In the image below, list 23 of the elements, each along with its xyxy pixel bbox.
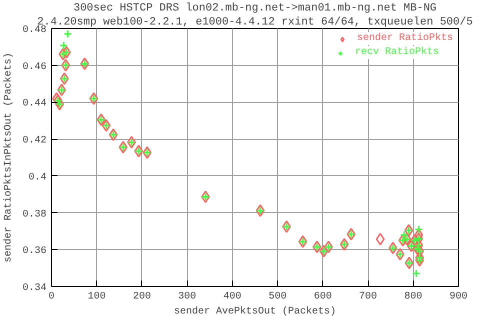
y-tick-label: 0.34 xyxy=(22,283,47,294)
x-tick-label: 400 xyxy=(223,292,242,302)
chart-title: 300sec HSTCP DRS lon02.mb-ng.net->man01.mb-ng.net MB-NG xyxy=(73,2,437,14)
x-tick-label: 600 xyxy=(314,292,332,302)
x-tick-label: 800 xyxy=(404,292,422,302)
y-tick-label: 0.48 xyxy=(22,25,47,36)
legend-label: recv RatioPkts xyxy=(354,47,439,58)
y-tick-label: 0.42 xyxy=(22,136,47,147)
y-tick-label: 0.46 xyxy=(22,62,47,73)
x-tick-label: 700 xyxy=(359,292,378,302)
y-tick-label: 0.44 xyxy=(22,98,47,110)
x-tick-label: 100 xyxy=(88,292,106,302)
x-tick-label: 900 xyxy=(450,292,468,302)
x-tick-label: 300 xyxy=(178,292,196,302)
x-tick-label: 200 xyxy=(132,292,151,302)
x-tick-label: 500 xyxy=(268,292,287,302)
legend-label: sender RatioPkts xyxy=(356,33,453,44)
y-tick-label: 0.38 xyxy=(22,209,47,220)
y-tick-label: 0.36 xyxy=(22,246,47,258)
y-axis-title: sender RatioPktsInPktsOut (Packets) xyxy=(2,52,14,263)
x-axis-title: sender AvePktsOut (Packets) xyxy=(174,306,336,318)
x-tick-label: 0 xyxy=(48,292,55,302)
y-tick-label: 0.4 xyxy=(28,172,47,184)
